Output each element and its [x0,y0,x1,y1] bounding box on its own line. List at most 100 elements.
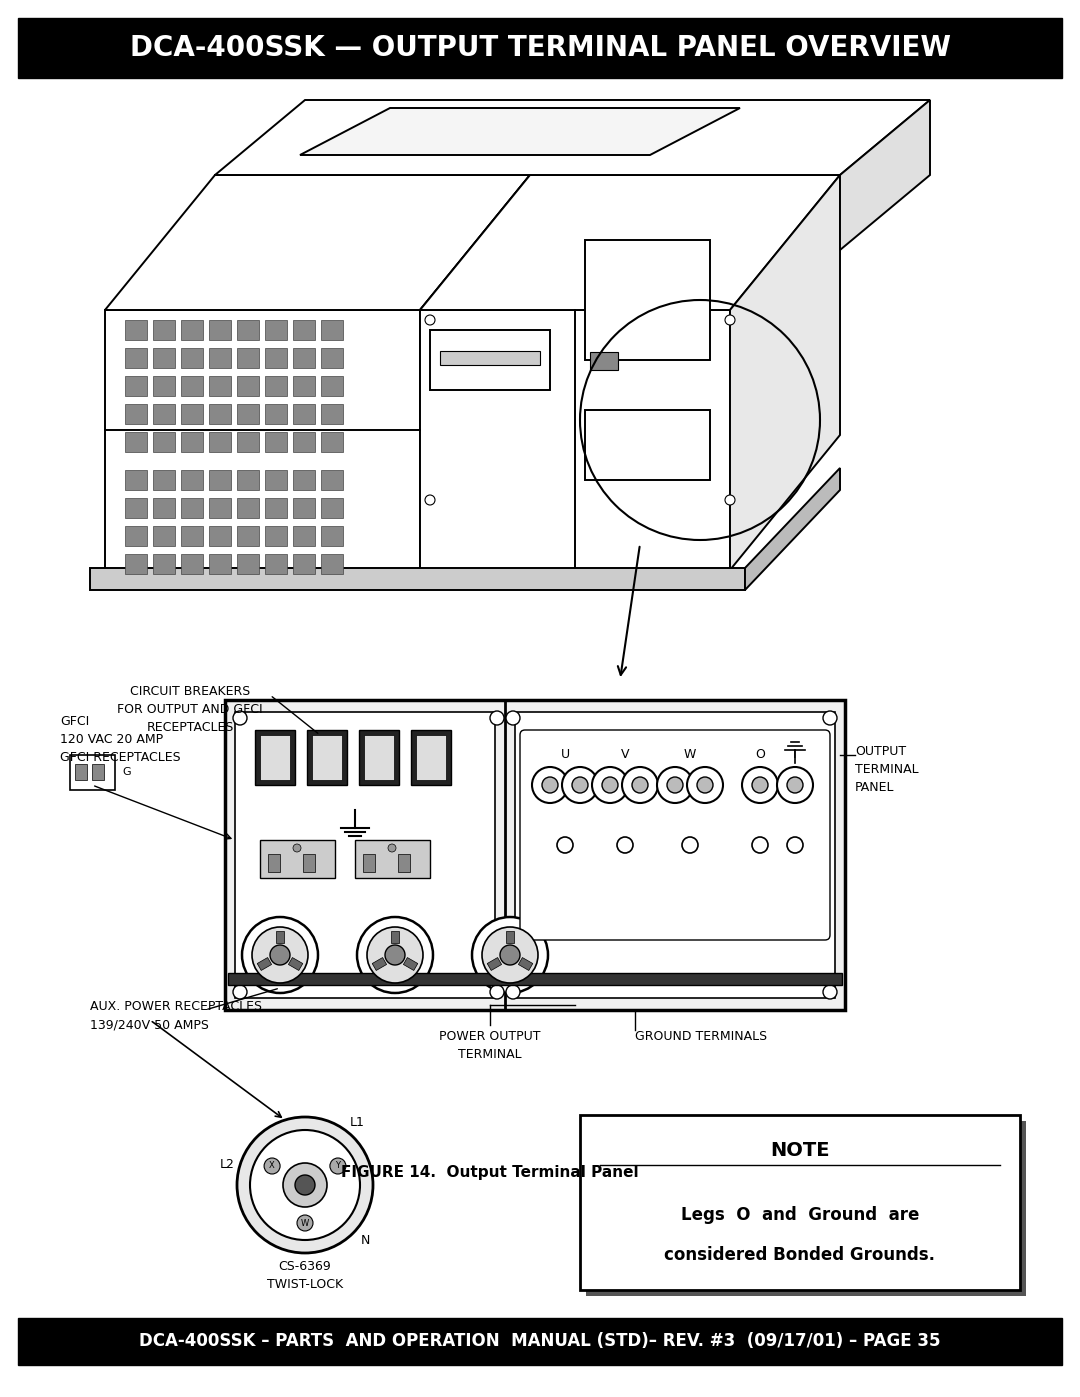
Bar [416,735,446,780]
Text: G: G [122,767,131,777]
Bar [237,432,259,453]
Bar [268,854,280,872]
Circle shape [617,837,633,854]
Bar [321,432,343,453]
Bar [507,930,514,943]
Bar [125,469,147,490]
Text: I: I [793,749,797,761]
Circle shape [752,777,768,793]
Bar [92,764,104,780]
Circle shape [557,837,573,854]
Bar [265,404,287,425]
Bar [70,754,114,789]
Circle shape [602,777,618,793]
Text: U: U [561,749,569,761]
Bar [293,320,315,339]
Circle shape [295,1175,315,1194]
Bar [265,469,287,490]
Bar [321,497,343,518]
Bar [18,1317,1062,1365]
Bar [363,854,375,872]
Bar [153,497,175,518]
Bar [265,527,287,546]
Bar [265,320,287,339]
Bar [411,731,451,785]
Circle shape [388,844,396,852]
Text: DCA-400SSK — OUTPUT TERMINAL PANEL OVERVIEW: DCA-400SSK — OUTPUT TERMINAL PANEL OVERV… [130,34,950,61]
Bar [303,854,315,872]
Text: CIRCUIT BREAKERS
FOR OUTPUT AND GFCI
RECEPTACLES: CIRCUIT BREAKERS FOR OUTPUT AND GFCI REC… [118,685,262,733]
Text: W: W [301,1218,309,1228]
Circle shape [426,495,435,504]
Polygon shape [105,310,420,570]
Circle shape [777,767,813,803]
Circle shape [367,928,423,983]
Polygon shape [730,175,840,570]
Polygon shape [745,468,840,590]
Bar [585,240,710,360]
Text: Y: Y [336,1161,340,1171]
Bar [293,432,315,453]
Bar [237,469,259,490]
Bar [125,404,147,425]
Bar [153,404,175,425]
Bar [257,957,271,971]
Bar [237,320,259,339]
Circle shape [249,1130,360,1241]
Bar [235,712,495,997]
Polygon shape [215,101,930,175]
Bar [181,320,203,339]
Bar [153,432,175,453]
Bar [125,555,147,574]
Text: N: N [361,1234,369,1246]
Bar [260,735,291,780]
Bar [321,376,343,395]
Circle shape [787,777,804,793]
Bar [125,376,147,395]
Bar [210,320,231,339]
Bar [391,930,399,943]
Bar [265,497,287,518]
Circle shape [592,767,627,803]
Bar [210,376,231,395]
Bar [276,930,284,943]
Circle shape [233,985,247,999]
Circle shape [490,711,504,725]
Bar [404,957,418,971]
Bar [153,376,175,395]
Bar [125,348,147,367]
Bar [181,555,203,574]
Circle shape [297,1215,313,1231]
Circle shape [667,777,683,793]
Circle shape [632,777,648,793]
Bar [580,1115,1020,1289]
Bar [293,497,315,518]
Circle shape [482,928,538,983]
Bar [399,854,410,872]
Circle shape [622,767,658,803]
Text: AUX. POWER RECEPTACLES
139/240V 50 AMPS: AUX. POWER RECEPTACLES 139/240V 50 AMPS [90,1000,262,1031]
Circle shape [507,985,519,999]
Circle shape [681,837,698,854]
Bar [585,409,710,481]
Bar [237,376,259,395]
Bar [210,555,231,574]
Bar [321,348,343,367]
Bar [237,497,259,518]
Circle shape [252,928,308,983]
Bar [181,497,203,518]
Bar [586,1120,1026,1296]
Bar [18,18,1062,78]
Bar [237,348,259,367]
Circle shape [270,944,291,965]
Circle shape [787,837,804,854]
Circle shape [742,767,778,803]
Text: W: W [684,749,697,761]
Circle shape [752,837,768,854]
Bar [125,432,147,453]
Circle shape [542,777,558,793]
Bar [293,527,315,546]
Bar [153,469,175,490]
Bar [125,497,147,518]
Bar [321,320,343,339]
